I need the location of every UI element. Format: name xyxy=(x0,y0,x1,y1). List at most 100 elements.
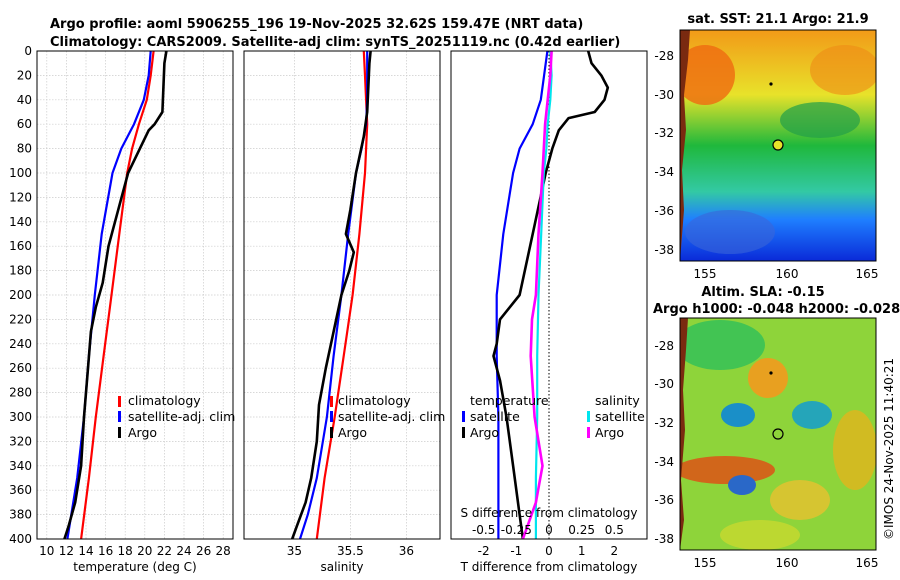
imos-credit: ©IMOS 24-Nov-2025 11:40:21 xyxy=(882,358,896,540)
x-tick-label: 1 xyxy=(578,544,586,558)
sst-map-title: sat. SST: 21.1 Argo: 21.9 xyxy=(687,12,868,27)
x2-tick-label: -0.25 xyxy=(501,523,532,537)
sst-warm-patch xyxy=(810,45,876,95)
previous-profile-marker xyxy=(769,371,773,375)
legend-swatch-argo xyxy=(118,427,121,438)
legend-label-t-satellite: satellite xyxy=(470,409,520,424)
legend-swatch-s-satellite xyxy=(587,411,590,422)
x-tick-label: 12 xyxy=(59,544,74,558)
legend-label-satellite-adj: satellite-adj. clim xyxy=(338,409,445,424)
x-tick-label: 35 xyxy=(287,544,302,558)
depth-tick-label: 140 xyxy=(9,215,32,229)
t-difference-tick-labels: -2 -1 0 1 2 xyxy=(478,544,618,558)
legend-label-climatology: climatology xyxy=(128,393,201,408)
legend-label-t-argo: Argo xyxy=(470,425,499,440)
depth-tick-label: 0 xyxy=(24,44,32,58)
temperature-panel: 0 20 40 60 80 100 120 140 160 180 200 220 240 260 280 3… xyxy=(9,44,235,574)
legend-swatch-t-argo xyxy=(462,427,465,438)
depth-tick-label: 80 xyxy=(17,142,32,156)
depth-tick-labels: 0 20 40 60 80 100 120 140 160 180 200 220 240 260 280 3… xyxy=(9,44,32,546)
depth-tick-label: 180 xyxy=(9,264,32,278)
coastline xyxy=(680,30,690,261)
series-line-argo-temperature xyxy=(492,50,610,540)
depth-tick-label: 220 xyxy=(9,312,32,326)
legend-title-salinity: salinity xyxy=(595,393,640,408)
lat-tick: -38 xyxy=(654,243,674,257)
series-line-climatology xyxy=(80,50,155,540)
x-tick-label: 18 xyxy=(118,544,133,558)
lat-tick: -28 xyxy=(654,49,674,63)
legend-label-s-satellite: satellite xyxy=(595,409,645,424)
x-tick-label: 28 xyxy=(216,544,231,558)
salinity-tick-labels: 35 35.5 36 xyxy=(287,544,414,558)
sla-mid-patch xyxy=(720,520,800,550)
depth-tick-label: 100 xyxy=(9,166,32,180)
sla-low-eddy xyxy=(721,403,755,427)
sst-cold-patch xyxy=(685,210,775,254)
difference-axes-frame xyxy=(450,50,648,540)
sst-lon-ticks: 155 160 165 xyxy=(694,267,879,281)
lon-tick: 165 xyxy=(856,267,879,281)
argo-float-marker xyxy=(772,428,784,440)
x-tick-label: -2 xyxy=(478,544,490,558)
lon-tick: 160 xyxy=(776,267,799,281)
lon-tick: 160 xyxy=(776,556,799,570)
x2-tick-label: -0.5 xyxy=(472,523,495,537)
difference-legend: temperature satellite Argo salinity sate… xyxy=(462,393,645,440)
sst-eddy-patch xyxy=(780,102,860,138)
salinity-axis-label: salinity xyxy=(320,560,363,574)
lat-tick: -36 xyxy=(654,493,674,507)
lat-tick: -34 xyxy=(654,455,674,469)
depth-tick-label: 300 xyxy=(9,410,32,424)
s-difference-axis-label: S difference from climatology xyxy=(461,506,638,520)
temperature-legend: climatology satellite-adj. clim Argo xyxy=(118,393,235,440)
lat-tick: -28 xyxy=(654,339,674,353)
sla-map: Altim. SLA: -0.15 Argo h1000: -0.048 h20… xyxy=(653,285,900,570)
series-line-climatology xyxy=(315,50,369,540)
legend-swatch-satellite-adj xyxy=(118,411,121,422)
depth-tick-label: 380 xyxy=(9,508,32,522)
lon-tick: 155 xyxy=(694,267,717,281)
salinity-profile-lines xyxy=(290,50,372,540)
coastline xyxy=(680,318,688,550)
lat-tick: -32 xyxy=(654,126,674,140)
sst-warm-patch xyxy=(680,45,735,105)
legend-swatch-climatology xyxy=(118,396,121,407)
sst-map: sat. SST: 21.1 Argo: 21.9 -28 -30 -32 -3… xyxy=(654,12,879,281)
x-tick-label: 16 xyxy=(98,544,113,558)
temperature-axis-label: temperature (deg C) xyxy=(73,560,196,574)
lon-tick: 155 xyxy=(694,556,717,570)
x-tick-label: 35.5 xyxy=(337,544,364,558)
x2-tick-label: 0.25 xyxy=(568,523,595,537)
x2-tick-label: 0 xyxy=(545,523,553,537)
x2-tick-label: 0.5 xyxy=(605,523,624,537)
legend-label-argo: Argo xyxy=(128,425,157,440)
legend-title-temperature: temperature xyxy=(470,393,549,408)
lat-tick: -30 xyxy=(654,377,674,391)
salinity-legend: climatology satellite-adj. clim Argo xyxy=(330,393,445,440)
depth-tick-label: 40 xyxy=(17,93,32,107)
depth-tick-label: 280 xyxy=(9,386,32,400)
sst-map-frame xyxy=(679,29,877,262)
series-line-satellite-temperature xyxy=(495,50,549,539)
lon-tick: 165 xyxy=(856,556,879,570)
x-tick-label: 2 xyxy=(611,544,619,558)
lat-tick: -38 xyxy=(654,532,674,546)
difference-profile-lines xyxy=(492,50,610,540)
x-tick-label: 10 xyxy=(39,544,54,558)
x-tick-label: -1 xyxy=(510,544,522,558)
depth-tick-label: 60 xyxy=(17,117,32,131)
legend-swatch-t-satellite xyxy=(462,411,465,422)
depth-tick-label: 240 xyxy=(9,337,32,351)
figure-title-line-1: Argo profile: aoml 5906255_196 19-Nov-20… xyxy=(50,17,583,32)
depth-tick-label: 400 xyxy=(9,532,32,546)
legend-swatch-satellite-adj xyxy=(330,411,333,422)
salinity-panel: 35 35.5 36 salinity climatology satellite-… xyxy=(243,50,445,574)
figure-title-line-2: Climatology: CARS2009. Satellite-adj cli… xyxy=(50,35,620,50)
temperature-axes-frame xyxy=(36,50,234,540)
depth-tick-label: 20 xyxy=(17,68,32,82)
legend-label-argo: Argo xyxy=(338,425,367,440)
depth-tick-label: 120 xyxy=(9,190,32,204)
argo-float-marker xyxy=(772,139,784,151)
